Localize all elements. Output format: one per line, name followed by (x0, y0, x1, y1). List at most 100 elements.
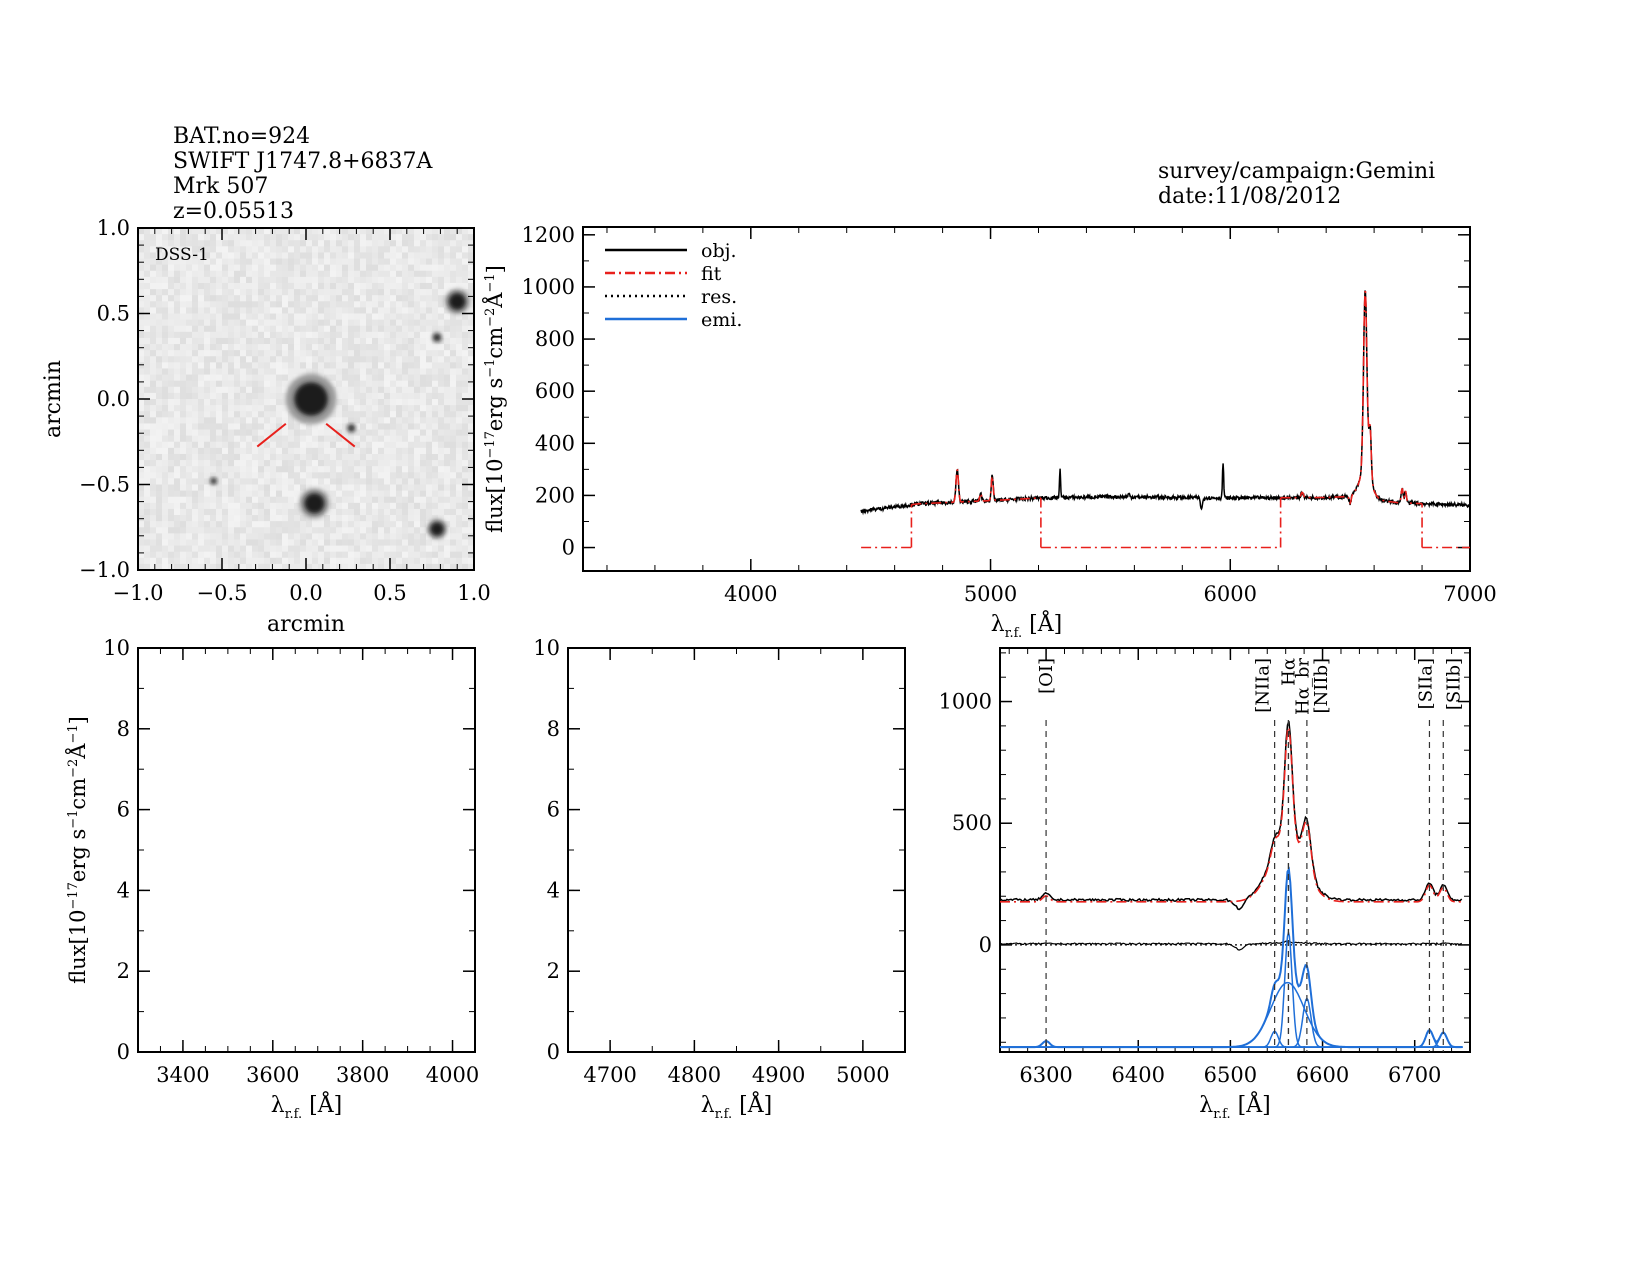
image-pixel (462, 472, 469, 479)
image-pixel (378, 484, 385, 492)
image-pixel (462, 246, 469, 254)
image-pixel (144, 228, 151, 235)
image-pixel (168, 405, 175, 412)
image-pixel (444, 478, 451, 486)
image-pixel (378, 417, 385, 425)
image-pixel (414, 344, 421, 351)
image-pixel (366, 417, 373, 425)
image-pixel (330, 435, 337, 443)
image-pixel (462, 411, 469, 418)
image-pixel (324, 527, 331, 534)
image-pixel (348, 435, 355, 443)
image-pixel (138, 282, 145, 290)
image-pixel (378, 228, 385, 235)
image-pixel (288, 313, 295, 321)
image-pixel (324, 441, 331, 449)
image-pixel (192, 423, 199, 431)
image-pixel (150, 447, 157, 455)
image-pixel (342, 301, 349, 308)
image-pixel (438, 234, 445, 241)
image-pixel (216, 331, 223, 339)
image-pixel (360, 313, 367, 321)
image-pixel (342, 429, 349, 437)
image-pixel (312, 234, 319, 241)
image-pixel (270, 441, 277, 449)
image-pixel (168, 478, 175, 486)
image-pixel (438, 380, 445, 388)
image-pixel (240, 356, 247, 363)
image-pixel (438, 240, 445, 247)
image-pixel (162, 466, 169, 473)
image-pixel (462, 441, 469, 449)
image-pixel (228, 447, 235, 455)
legend-label: obj. (701, 240, 737, 262)
image-pixel (138, 502, 145, 510)
image-pixel (264, 313, 271, 321)
image-pixel (138, 533, 145, 541)
image-pixel (162, 356, 169, 363)
image-pixel (228, 289, 235, 296)
image-pixel (252, 246, 259, 254)
x-tick-label: 6500 (1204, 1063, 1257, 1087)
image-pixel (264, 380, 271, 388)
image-pixel (354, 447, 361, 455)
image-pixel (348, 539, 355, 547)
image-pixel (414, 246, 421, 254)
image-pixel (348, 313, 355, 321)
image-pixel (264, 325, 271, 333)
image-pixel (450, 240, 457, 247)
image-pixel (282, 392, 289, 400)
image-pixel (306, 453, 313, 461)
image-pixel (450, 417, 457, 425)
image-pixel (150, 490, 157, 498)
image-pixel (348, 551, 355, 559)
image-pixel (246, 356, 253, 363)
image-pixel (282, 405, 289, 412)
image-pixel (456, 417, 463, 425)
image-pixel (228, 301, 235, 308)
image-pixel (216, 350, 223, 357)
image-pixel (444, 551, 451, 559)
image-pixel (360, 472, 367, 479)
image-pixel (222, 521, 229, 528)
image-pixel (192, 496, 199, 504)
image-pixel (276, 313, 283, 321)
image-pixel (390, 350, 397, 357)
image-pixel (396, 337, 403, 345)
image-pixel (426, 539, 433, 547)
image-pixel (216, 380, 223, 388)
image-pixel (234, 508, 241, 516)
image-pixel (432, 508, 439, 516)
image-pixel (312, 435, 319, 443)
y-tick-label: 1.0 (97, 216, 130, 240)
image-pixel (402, 545, 409, 553)
image-pixel (336, 350, 343, 357)
image-pixel (300, 270, 307, 278)
image-pixel (174, 502, 181, 510)
image-pixel (390, 362, 397, 370)
image-pixel (258, 337, 265, 345)
image-pixel (138, 289, 145, 296)
image-pixel (420, 551, 427, 559)
image-pixel (360, 429, 367, 437)
image-pixel (192, 472, 199, 479)
image-pixel (432, 325, 439, 333)
image-pixel (306, 527, 313, 534)
image-pixel (144, 515, 151, 522)
image-pixel (264, 337, 271, 345)
image-pixel (438, 478, 445, 486)
image-pixel (246, 331, 253, 339)
image-pixel (438, 405, 445, 412)
image-pixel (270, 270, 277, 278)
image-pixel (228, 405, 235, 412)
image-pixel (252, 484, 259, 492)
image-pixel (336, 240, 343, 247)
image-pixel (234, 246, 241, 254)
image-pixel (156, 539, 163, 547)
image-pixel (246, 508, 253, 516)
image-pixel (306, 441, 313, 449)
image-pixel (246, 276, 253, 284)
image-pixel (246, 386, 253, 394)
image-pixel (414, 362, 421, 370)
image-pixel (330, 356, 337, 363)
